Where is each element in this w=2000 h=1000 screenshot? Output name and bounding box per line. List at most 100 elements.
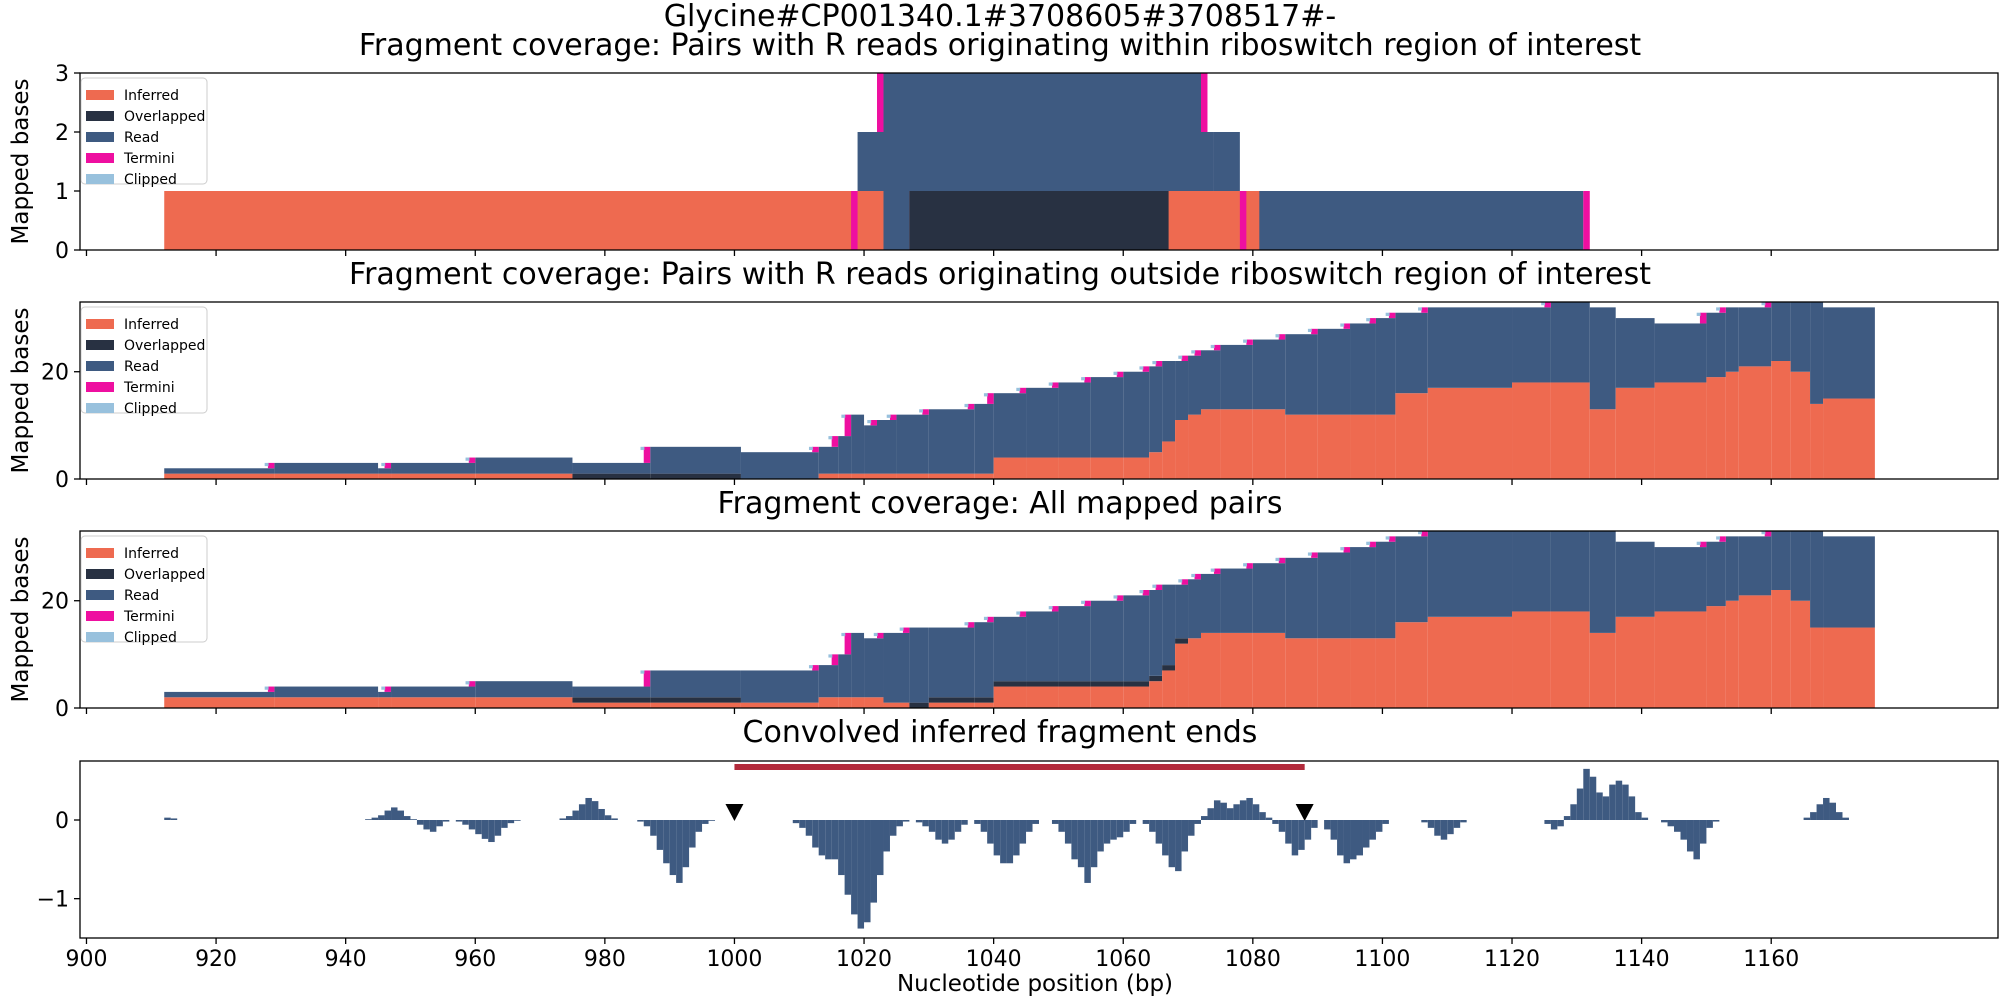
read-block <box>1725 307 1739 372</box>
overlapped-block <box>909 702 929 708</box>
end-bar <box>669 820 677 876</box>
read-block <box>864 425 878 474</box>
legend-label-clipped: Clipped <box>124 630 177 646</box>
y-tick-label: −1 <box>37 888 69 913</box>
end-bar <box>1343 820 1351 864</box>
read-block <box>1285 334 1318 415</box>
read-block <box>1823 536 1875 628</box>
termini-mark <box>1369 541 1376 548</box>
inferred-block <box>896 473 929 479</box>
end-bar <box>1103 820 1111 844</box>
read-block <box>1771 531 1791 590</box>
overlapped-block <box>572 473 651 479</box>
termini-mark <box>844 632 852 655</box>
clipped-mark <box>1210 344 1215 349</box>
clipped-mark <box>899 627 904 631</box>
read-block <box>1188 579 1201 639</box>
clipped-mark <box>1385 536 1390 540</box>
end-bar <box>844 820 852 895</box>
termini-mark <box>1213 568 1221 574</box>
termini-mark <box>1084 600 1091 607</box>
inferred-block <box>1738 366 1772 479</box>
clipped-mark <box>1696 312 1701 316</box>
termini-mark <box>1116 371 1124 378</box>
read-block <box>1123 595 1150 682</box>
end-bar <box>1440 820 1448 840</box>
read-block <box>1149 366 1163 453</box>
end-bar <box>1803 817 1811 820</box>
termini-mark <box>468 457 476 463</box>
termini-mark <box>1051 382 1059 388</box>
end-bar <box>1628 796 1636 820</box>
inferred-block <box>1771 361 1791 479</box>
end-bar <box>676 820 683 883</box>
read-block <box>1259 191 1584 250</box>
legend-swatch-inferred <box>86 548 114 558</box>
termini-mark <box>1388 536 1396 542</box>
inferred-block <box>1725 600 1739 708</box>
x-tick-label: 1060 <box>1095 947 1151 972</box>
panel-2 <box>74 301 1999 485</box>
x-tick-label: 1140 <box>1614 947 1670 972</box>
inferred-block <box>883 702 910 708</box>
end-bar <box>1615 780 1623 820</box>
clipped-mark <box>1081 377 1086 381</box>
read-block <box>1220 568 1253 633</box>
overlapped-block <box>1026 681 1059 687</box>
legend-swatch-overlapped <box>86 111 114 121</box>
legend-swatch-read <box>86 590 114 600</box>
end-bar <box>391 807 398 820</box>
termini-mark <box>812 665 819 671</box>
end-bar <box>961 820 968 825</box>
termini-mark <box>1019 387 1027 394</box>
read-block <box>1550 302 1590 383</box>
end-bar <box>663 820 670 864</box>
termini-mark <box>922 409 929 415</box>
end-bar <box>1680 820 1687 840</box>
inferred-block <box>1058 457 1091 479</box>
legend-label-inferred: Inferred <box>124 88 179 104</box>
legend-swatch-read <box>86 361 114 371</box>
overlapped-block <box>974 697 994 703</box>
termini-mark <box>1142 366 1150 372</box>
inferred-block <box>1615 616 1655 708</box>
end-bar <box>1836 812 1843 820</box>
legend-label-inferred: Inferred <box>124 317 179 333</box>
termini-mark <box>1343 547 1351 553</box>
end-bar <box>1278 820 1286 832</box>
inferred-block <box>1589 409 1616 479</box>
read-block <box>851 632 865 698</box>
overlapped-block <box>1149 675 1163 682</box>
end-bar <box>1032 820 1039 824</box>
termini-mark <box>1051 606 1059 612</box>
end-bar <box>1337 820 1344 856</box>
end-bar <box>838 820 845 876</box>
read-block <box>1706 541 1726 607</box>
inferred-block <box>391 473 476 479</box>
inferred-block <box>993 457 1027 479</box>
panel-frame <box>79 72 1999 251</box>
clipped-mark <box>1716 536 1721 540</box>
x-tick-label: 1020 <box>836 947 892 972</box>
end-bar <box>1181 820 1189 852</box>
y-tick-label: 20 <box>41 590 69 615</box>
end-bar <box>1674 820 1681 832</box>
read-block <box>883 73 1201 132</box>
panel-frame <box>79 760 1999 939</box>
read-block <box>928 409 975 474</box>
clipped-mark <box>1761 531 1766 535</box>
end-bar <box>585 797 592 820</box>
overlapped-block <box>1058 681 1091 687</box>
end-bar <box>1641 817 1649 820</box>
end-bar <box>708 820 716 821</box>
end-bar <box>922 820 929 827</box>
x-tick-label: 920 <box>195 947 237 972</box>
clipped-mark <box>1541 302 1546 306</box>
read-block <box>475 457 573 474</box>
panel-3 <box>74 530 1999 714</box>
clipped-mark <box>983 393 988 397</box>
read-block <box>1810 302 1824 404</box>
end-bar <box>689 820 696 848</box>
y-tick-label: 1 <box>55 180 69 205</box>
panel-4 <box>74 760 1999 944</box>
